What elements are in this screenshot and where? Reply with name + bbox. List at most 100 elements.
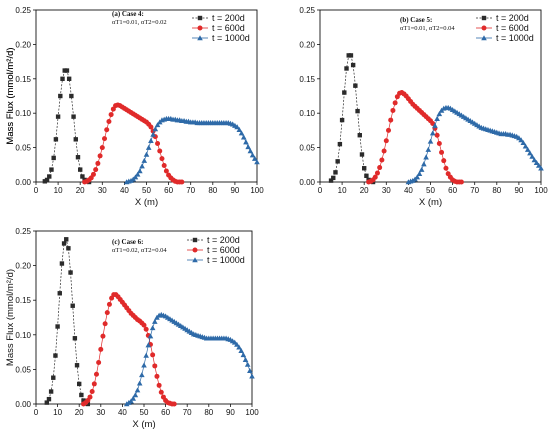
data-point: [434, 115, 440, 121]
x-tick-label: 100: [534, 186, 548, 195]
x-tick-label: 80: [208, 186, 217, 195]
legend-marker: [197, 35, 203, 41]
y-tick-label: 0.25: [299, 6, 315, 15]
series-2: [81, 292, 177, 407]
data-point: [136, 380, 143, 386]
x-tick-label: 90: [230, 186, 239, 195]
data-point: [388, 117, 394, 123]
data-point: [51, 155, 56, 161]
data-point: [374, 170, 380, 176]
data-point: [364, 173, 369, 179]
legend-label: t = 600d: [207, 245, 240, 255]
x-tick-label: 20: [75, 408, 84, 417]
data-point: [134, 387, 141, 393]
y-tick-label: 0.10: [15, 331, 31, 340]
data-point: [434, 132, 440, 138]
data-point: [355, 108, 360, 114]
data-point: [236, 344, 242, 350]
data-point: [339, 117, 345, 123]
data-point: [141, 362, 147, 368]
data-point: [61, 241, 67, 246]
y-tick-label: 0.10: [299, 109, 315, 118]
data-point: [427, 138, 434, 144]
data-point: [128, 398, 134, 404]
data-point: [141, 157, 148, 163]
data-point: [72, 336, 78, 341]
data-point: [234, 124, 240, 130]
data-point: [418, 166, 425, 172]
x-tick-label: 100: [250, 186, 264, 195]
x-tick-label: 40: [118, 408, 127, 417]
data-point: [148, 137, 154, 143]
data-point: [139, 163, 145, 169]
data-point: [143, 326, 149, 332]
x-tick-label: 70: [470, 186, 479, 195]
x-tick-label: 60: [448, 186, 457, 195]
data-point: [147, 333, 154, 339]
data-point: [128, 177, 134, 183]
data-point: [522, 143, 529, 149]
legend-marker: [481, 35, 487, 41]
x-tick-label: 40: [404, 186, 413, 195]
data-point: [149, 325, 156, 331]
case-label: (a) Case 4:: [112, 10, 144, 18]
data-point: [350, 62, 356, 68]
y-tick-label: 0.15: [299, 75, 315, 84]
series-2: [366, 90, 464, 185]
data-point: [97, 153, 103, 159]
data-point: [44, 400, 49, 405]
y-axis-label: Mass Flux (mmol/m²/d): [5, 269, 16, 366]
data-point: [62, 68, 67, 73]
legend-label: t = 200d: [212, 13, 245, 23]
data-point: [436, 140, 442, 146]
x-tick-label: 90: [226, 408, 235, 417]
series-3: [123, 115, 260, 185]
y-tick-label: 0.15: [15, 296, 31, 305]
y-tick-label: 0.05: [15, 365, 31, 374]
x-tick-label: 70: [183, 408, 192, 417]
data-point: [251, 155, 258, 161]
data-point: [77, 381, 82, 387]
x-tick-label: 30: [98, 186, 107, 195]
data-point: [152, 318, 158, 324]
x-tick-label: 0: [34, 408, 39, 417]
data-point: [93, 167, 99, 173]
data-point: [55, 114, 61, 119]
legend-marker: [192, 257, 198, 263]
data-point: [64, 68, 70, 73]
data-point: [58, 93, 63, 99]
data-point: [66, 76, 72, 81]
data-point: [234, 341, 240, 347]
series-3: [405, 104, 544, 185]
data-point: [154, 373, 160, 379]
legend-marker: [192, 247, 198, 253]
data-point: [171, 401, 177, 407]
data-point: [441, 158, 447, 164]
legend-marker: [192, 237, 198, 243]
data-point: [68, 270, 73, 275]
data-point: [70, 303, 75, 308]
data-point: [439, 149, 445, 155]
x-tick-label: 90: [514, 186, 523, 195]
data-point: [381, 148, 387, 154]
data-point: [143, 151, 150, 157]
data-point: [150, 131, 156, 137]
data-point: [238, 347, 244, 353]
x-tick-label: 70: [186, 186, 195, 195]
data-point: [421, 161, 427, 167]
series-3: [123, 311, 255, 407]
x-tick-label: 50: [426, 186, 435, 195]
data-point: [520, 139, 527, 146]
y-tick-label: 0.10: [15, 109, 31, 118]
data-point: [49, 167, 54, 172]
data-point: [372, 174, 378, 180]
data-point: [152, 126, 159, 132]
data-point: [518, 137, 524, 143]
series-1: [328, 53, 376, 185]
data-point: [53, 353, 58, 358]
data-point: [161, 162, 167, 168]
data-point: [383, 138, 389, 144]
x-tick-label: 0: [34, 186, 39, 195]
data-point: [143, 352, 149, 358]
